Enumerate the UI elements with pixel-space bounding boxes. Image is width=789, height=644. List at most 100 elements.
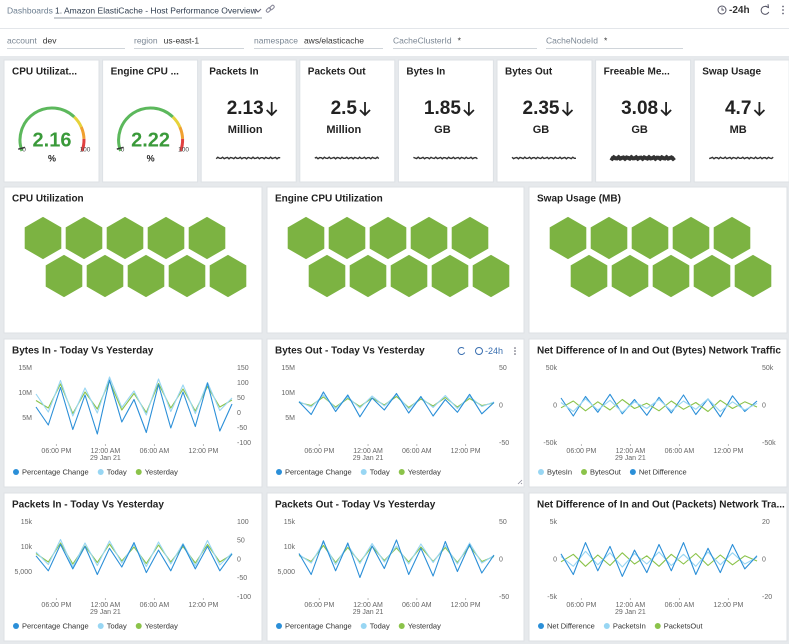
- stat-panel: [694, 60, 789, 182]
- honeycomb-title: Swap Usage (MB): [537, 194, 621, 205]
- legend-swatch[interactable]: [13, 623, 19, 629]
- legend-swatch[interactable]: [399, 469, 405, 475]
- legend-label[interactable]: BytesIn: [547, 467, 572, 476]
- y2-tick-label: -50: [499, 440, 509, 447]
- y2-tick-label: 100: [237, 380, 249, 387]
- honeycomb-title: CPU Utilization: [12, 194, 84, 205]
- legend-swatch[interactable]: [538, 623, 544, 629]
- x-tick-label: 06:00 PM: [566, 602, 596, 609]
- filter-label[interactable]: region: [134, 35, 158, 45]
- y2-tick-label: -50: [237, 425, 247, 432]
- gauge-max: 100: [178, 147, 189, 154]
- legend-label[interactable]: PacketsOut: [664, 621, 704, 630]
- y-tick-label: 5,000: [277, 569, 295, 576]
- menu-button[interactable]: [782, 6, 784, 15]
- legend-label[interactable]: Net Difference: [639, 467, 687, 476]
- time-range[interactable]: -24h: [729, 5, 750, 16]
- legend-swatch[interactable]: [604, 623, 610, 629]
- legend-swatch[interactable]: [98, 623, 104, 629]
- legend-swatch[interactable]: [361, 469, 367, 475]
- stat-title: Bytes In: [406, 67, 445, 78]
- legend-label[interactable]: Net Difference: [547, 621, 595, 630]
- legend-swatch[interactable]: [276, 469, 282, 475]
- chart-title: Bytes In - Today Vs Yesterday: [12, 346, 154, 357]
- legend-label[interactable]: Yesterday: [408, 621, 441, 630]
- y-tick-label: 15k: [284, 519, 296, 526]
- x-tick-label: 06:00 PM: [41, 602, 71, 609]
- legend-swatch[interactable]: [630, 469, 636, 475]
- legend-swatch[interactable]: [361, 623, 367, 629]
- legend-item[interactable]: Percentage Change: [276, 621, 352, 630]
- legend-label[interactable]: Percentage Change: [285, 467, 352, 476]
- filter-label[interactable]: namespace: [254, 35, 298, 45]
- legend-swatch[interactable]: [276, 623, 282, 629]
- stat-unit: GB: [533, 124, 550, 136]
- stat-value: 3.08: [621, 98, 658, 119]
- legend-item[interactable]: Net Difference: [630, 467, 687, 476]
- legend-swatch[interactable]: [581, 469, 587, 475]
- legend-label[interactable]: Today: [107, 621, 127, 630]
- stat-value: 2.35: [523, 98, 560, 119]
- x-tick-label: 06:00 PM: [41, 448, 71, 455]
- legend-swatch[interactable]: [136, 623, 142, 629]
- y-tick-label: 10M: [281, 390, 295, 397]
- panel-menu-dot[interactable]: [514, 350, 516, 352]
- stat-unit: Million: [228, 124, 263, 136]
- x-tick-label: 12:00 AM: [353, 602, 383, 609]
- x-tick-label: 06:00 PM: [304, 602, 334, 609]
- panel-time-range[interactable]: -24h: [485, 346, 503, 356]
- legend-swatch[interactable]: [399, 623, 405, 629]
- filter-value[interactable]: us-east-1: [164, 35, 200, 45]
- y-tick-label: -50k: [543, 440, 557, 447]
- legend-item[interactable]: Percentage Change: [13, 467, 89, 476]
- x-tick-label: 06:00 PM: [304, 448, 334, 455]
- dashboard-title[interactable]: 1. Amazon ElastiCache - Host Performance…: [55, 5, 258, 15]
- legend-swatch[interactable]: [136, 469, 142, 475]
- x-tick-label: 12:00 PM: [451, 602, 481, 609]
- y-tick-label: 10M: [18, 390, 32, 397]
- legend-label[interactable]: Yesterday: [145, 467, 178, 476]
- legend-label[interactable]: PacketsIn: [613, 621, 646, 630]
- y2-tick-label: -50k: [762, 440, 776, 447]
- y2-tick-label: -50: [237, 575, 247, 582]
- legend-item[interactable]: Percentage Change: [276, 467, 352, 476]
- stat-title: Freeable Me...: [604, 67, 670, 78]
- legend-swatch[interactable]: [538, 469, 544, 475]
- chart-title: Net Difference of In and Out (Packets) N…: [537, 500, 785, 511]
- legend-item[interactable]: Net Difference: [538, 621, 595, 630]
- stat-value: 2.5: [331, 98, 358, 119]
- chart-title: Bytes Out - Today Vs Yesterday: [275, 346, 425, 357]
- sparkline: [611, 157, 675, 159]
- legend-swatch[interactable]: [655, 623, 661, 629]
- legend-swatch[interactable]: [98, 469, 104, 475]
- legend-swatch[interactable]: [13, 469, 19, 475]
- chart-panel: [4, 339, 262, 487]
- stat-panel: [201, 60, 296, 182]
- x-tick-label: 12:00 PM: [188, 448, 218, 455]
- chart-panel: [4, 493, 262, 641]
- legend-label[interactable]: BytesOut: [590, 467, 622, 476]
- legend-label[interactable]: Today: [370, 621, 390, 630]
- breadcrumb[interactable]: Dashboards: [7, 5, 53, 15]
- y2-tick-label: 0: [762, 556, 766, 563]
- legend-item[interactable]: Percentage Change: [13, 621, 89, 630]
- filter-label[interactable]: CacheClusterId: [393, 35, 452, 45]
- filter-label[interactable]: CacheNodeId: [546, 35, 598, 45]
- filter-label[interactable]: account: [7, 35, 37, 45]
- x-tick-date: 29 Jan 21: [353, 455, 384, 462]
- filter-value[interactable]: dev: [43, 35, 57, 45]
- legend-label[interactable]: Percentage Change: [285, 621, 352, 630]
- stat-panel: [103, 60, 198, 182]
- panel-menu-dot[interactable]: [514, 347, 516, 349]
- legend-label[interactable]: Percentage Change: [22, 467, 89, 476]
- y-tick-label: 50k: [546, 365, 558, 372]
- legend-label[interactable]: Percentage Change: [22, 621, 89, 630]
- gauge-max: 100: [80, 147, 91, 154]
- legend-label[interactable]: Today: [370, 467, 390, 476]
- legend-label[interactable]: Yesterday: [145, 621, 178, 630]
- legend-label[interactable]: Yesterday: [408, 467, 441, 476]
- x-tick-label: 12:00 PM: [713, 602, 743, 609]
- panel-menu-dot[interactable]: [514, 353, 516, 355]
- filter-value[interactable]: aws/elasticache: [304, 35, 364, 45]
- legend-label[interactable]: Today: [107, 467, 127, 476]
